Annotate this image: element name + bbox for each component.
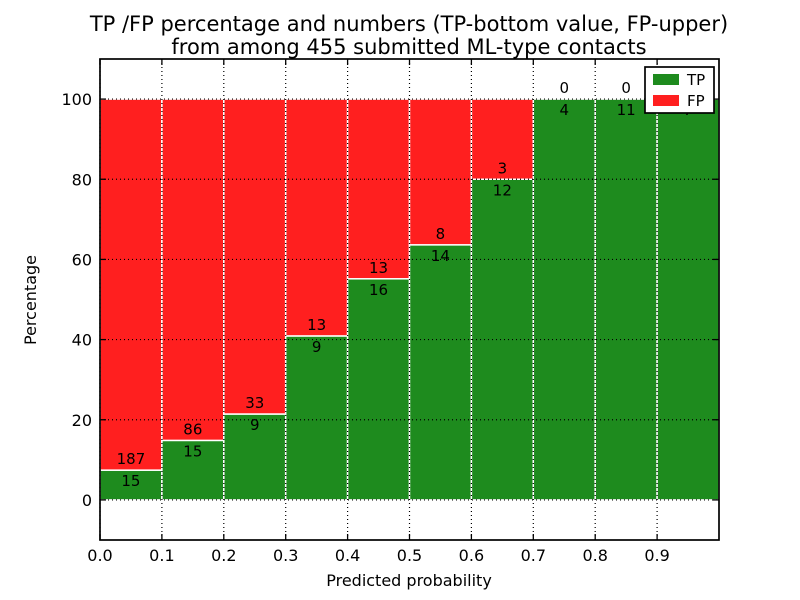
x-tick-label: 0.5	[397, 546, 422, 565]
tp-bar-segment	[284, 335, 349, 501]
fp-bar-segment	[223, 98, 287, 415]
legend-label-tp: TP	[686, 71, 705, 89]
tp-count-label: 12	[493, 181, 512, 199]
fp-bar-segment	[346, 98, 411, 280]
tp-bar-segment	[470, 178, 535, 501]
fp-bar-segment	[408, 98, 473, 246]
tp-count-label: 14	[431, 247, 450, 265]
tick-labels-layer: 0.0 0.1 0.2 0.3 0.4 0.5 0.6 0.7 0.8 0.9 0 20 40 60 80 1…	[61, 90, 669, 565]
fp-bar-segment	[99, 98, 163, 471]
x-tick-label: 0.1	[149, 546, 174, 565]
legend-swatch-fp	[653, 95, 679, 106]
tp-bar-segment	[346, 278, 411, 501]
x-tick-label: 0.3	[273, 546, 298, 565]
tp-count-label: 11	[617, 101, 636, 119]
fp-count-label: 33	[245, 394, 264, 412]
fp-count-label: 3	[498, 159, 508, 177]
legend: TP FP	[644, 66, 715, 114]
y-tick-label: 40	[72, 331, 92, 350]
tp-count-label: 9	[250, 416, 260, 434]
fp-count-label: 13	[369, 259, 388, 277]
fp-count-label: 13	[307, 316, 326, 334]
y-tick-label: 80	[72, 170, 92, 189]
x-tick-label: 0.9	[644, 546, 669, 565]
x-axis-label: Predicted probability	[326, 571, 492, 590]
bars-layer	[99, 98, 720, 501]
fp-bar-segment	[470, 98, 535, 180]
y-tick-label: 0	[82, 491, 92, 510]
x-tick-label: 0.6	[459, 546, 484, 565]
x-tick-label: 0.4	[335, 546, 360, 565]
x-tick-label: 0.0	[87, 546, 112, 565]
tp-count-label: 9	[312, 338, 322, 356]
chart-title-line1: TP /FP percentage and numbers (TP-bottom…	[89, 12, 728, 36]
chart-title-line2: from among 455 submitted ML-type contact…	[171, 35, 646, 59]
tp-bar-segment	[223, 413, 287, 501]
fp-bar-segment	[161, 98, 225, 442]
y-axis-label: Percentage	[21, 255, 40, 345]
tp-bar-segment	[656, 98, 720, 501]
tp-bar-segment	[594, 98, 658, 501]
ticks-layer	[99, 59, 719, 540]
tp-count-label: 4	[559, 101, 569, 119]
x-tick-label: 0.2	[211, 546, 236, 565]
fp-count-label: 8	[436, 225, 446, 243]
tp-bar-segment	[532, 98, 596, 501]
y-tick-label: 100	[61, 90, 92, 109]
legend-swatch-tp	[653, 74, 679, 85]
y-tick-label: 60	[72, 250, 92, 269]
tp-count-label: 15	[121, 472, 140, 490]
fp-count-label: 0	[559, 79, 569, 97]
x-tick-label: 0.7	[521, 546, 546, 565]
tp-bar-segment	[408, 244, 473, 501]
legend-label-fp: FP	[687, 92, 705, 110]
fp-count-label: 187	[117, 450, 146, 468]
x-tick-label: 0.8	[582, 546, 607, 565]
y-tick-label: 20	[72, 411, 92, 430]
tp-count-label: 15	[183, 442, 202, 460]
fp-count-label: 0	[621, 79, 631, 97]
fp-bar-segment	[284, 98, 349, 337]
tp-count-label: 16	[369, 281, 388, 299]
fp-count-label: 86	[183, 420, 202, 438]
